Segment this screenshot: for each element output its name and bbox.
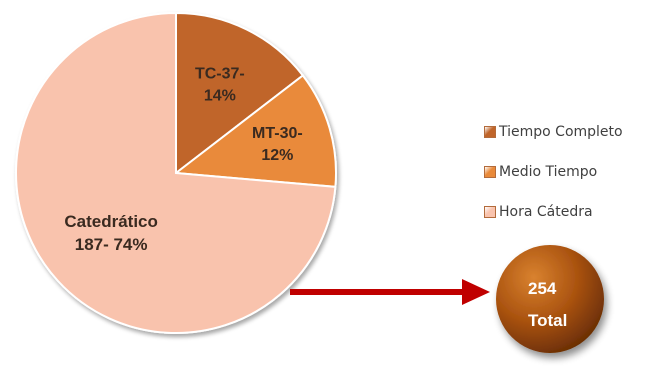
legend-item-tiempo-completo: Tiempo Completo: [484, 122, 623, 142]
total-label: Total: [528, 311, 567, 330]
total-bubble: [496, 245, 604, 353]
pie-slice-label: TC-37-: [195, 66, 245, 83]
total-value: 254: [528, 279, 557, 298]
arrow-head-icon: [462, 279, 490, 305]
total-connector: [290, 279, 490, 305]
pie-slice-medio-tiempo: [173, 74, 337, 188]
legend-swatch-icon: [484, 166, 496, 178]
pie-slice-tiempo-completo: [175, 11, 305, 176]
pie-slice-label: 187- 74%: [75, 235, 148, 254]
pie-slice-hora-catedra: [15, 11, 337, 334]
pie-slice-labels: TC-37- 14% MT-30- 12% Catedrático 187- 74%: [64, 66, 302, 254]
pie-slice-label: MT-30-: [252, 125, 303, 142]
pie-slice-label: 14%: [204, 88, 236, 105]
legend-item-medio-tiempo: Medio Tiempo: [484, 162, 623, 182]
legend-label: Tiempo Completo: [499, 124, 623, 140]
pie-slices: [15, 11, 337, 334]
pie-slice-label: 12%: [261, 147, 293, 164]
legend-swatch-icon: [484, 126, 496, 138]
total-circle: [496, 245, 604, 353]
legend-label: Medio Tiempo: [499, 164, 598, 180]
legend: Tiempo Completo Medio Tiempo Hora Cátedr…: [484, 122, 623, 242]
legend-item-hora-catedra: Hora Cátedra: [484, 202, 623, 222]
legend-swatch-icon: [484, 206, 496, 218]
pie-slice-label: Catedrático: [64, 212, 158, 231]
legend-label: Hora Cátedra: [499, 204, 593, 220]
